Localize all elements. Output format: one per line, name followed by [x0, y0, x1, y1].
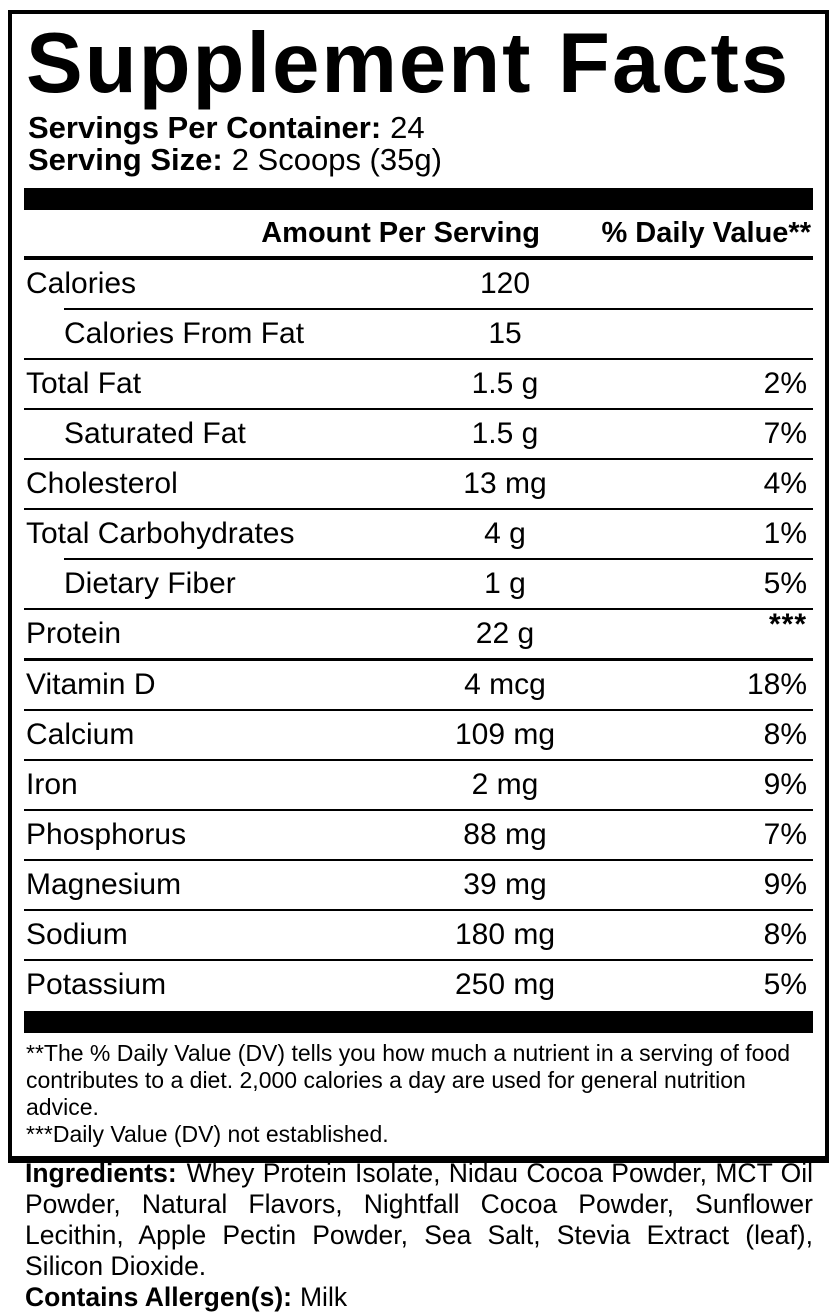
footnotes: **The % Daily Value (DV) tells you how m… [24, 1033, 813, 1156]
nutrient-row: Calories From Fat 15 [24, 310, 813, 358]
nutrient-daily-value: 9% [763, 868, 807, 901]
nutrient-row: Total Fat 1.5 g 2% [24, 360, 813, 408]
nutrient-row: Calcium 109 mg 8% [24, 711, 813, 759]
nutrient-amount: 88 mg [463, 818, 547, 851]
nutrient-name: Magnesium [26, 868, 182, 901]
serving-size-value: 2 Scoops (35g) [231, 142, 442, 177]
nutrient-name: Potassium [26, 968, 167, 1001]
ingredients-section: Ingredients: Whey Protein Isolate, Nidau … [25, 1158, 813, 1313]
nutrient-name: Protein [26, 617, 122, 650]
nutrient-name: Phosphorus [26, 818, 187, 851]
row-separator [24, 909, 813, 911]
daily-value-column-header: % Daily Value** [601, 216, 811, 249]
nutrient-amount: 4 mcg [464, 668, 546, 701]
nutrient-daily-value: 1% [763, 517, 807, 550]
nutrient-row: Protein 22 g *** [24, 608, 813, 658]
row-separator [24, 959, 813, 961]
nutrient-amount: 39 mg [463, 868, 547, 901]
row-separator [64, 558, 813, 560]
servings-per-container-label: Servings Per Container: [28, 110, 382, 145]
row-separator [24, 408, 813, 410]
nutrient-amount: 22 g [475, 617, 535, 650]
servings-per-container-value: 24 [390, 110, 425, 145]
nutrient-amount: 2 mg [471, 768, 539, 801]
nutrient-daily-value: 4% [763, 467, 807, 500]
nutrient-amount: 1.5 g [471, 417, 539, 450]
row-separator [64, 308, 813, 310]
daily-value-footnote: **The % Daily Value (DV) tells you how m… [26, 1040, 791, 1120]
nutrient-rows: Calories 120 Calories From Fat 15 Total … [24, 260, 813, 1009]
nutrient-row: Magnesium 39 mg 9% [24, 861, 813, 909]
nutrient-daily-value: 2% [763, 367, 807, 400]
nutrient-name: Calcium [26, 718, 135, 751]
row-separator [24, 458, 813, 460]
nutrient-name: Calories From Fat [64, 317, 305, 350]
nutrient-amount: 13 mg [463, 467, 547, 500]
nutrient-amount: 1 g [484, 567, 526, 600]
row-separator [24, 809, 813, 811]
nutrient-amount: 15 [488, 317, 522, 350]
row-separator [24, 759, 813, 761]
row-separator [24, 658, 813, 661]
table-column-header: Amount Per Serving % Daily Value** [24, 210, 813, 256]
nutrient-name: Cholesterol [26, 467, 178, 500]
nutrient-row: Potassium 250 mg 5% [24, 961, 813, 1009]
serving-size-line: Serving Size: 2 Scoops (35g) [28, 144, 813, 176]
ingredients-label: Ingredients: [25, 1158, 177, 1188]
nutrient-daily-value: 8% [763, 718, 807, 751]
nutrient-daily-value: 7% [763, 417, 807, 450]
nutrient-daily-value: 5% [763, 567, 807, 600]
allergen-label: Contains Allergen(s): [25, 1282, 292, 1312]
nutrient-name: Total Fat [26, 367, 142, 400]
nutrient-name: Iron [26, 768, 78, 801]
nutrient-amount: 4 g [484, 517, 526, 550]
ingredients-line: Ingredients: Whey Protein Isolate, Nidau … [25, 1158, 813, 1282]
nutrient-name: Sodium [26, 918, 128, 951]
nutrient-name: Saturated Fat [64, 417, 246, 450]
nutrient-amount: 1.5 g [471, 367, 539, 400]
row-separator [24, 508, 813, 510]
allergen-line: Contains Allergen(s): Milk [25, 1282, 813, 1313]
nutrient-row: Saturated Fat 1.5 g 7% [24, 410, 813, 458]
nutrient-daily-value: 9% [763, 768, 807, 801]
row-separator [24, 709, 813, 711]
nutrient-daily-value: 18% [746, 668, 807, 701]
ingredients-list: Whey Protein Isolate, Nidau Cocoa Powder… [25, 1158, 813, 1281]
nutrient-name: Dietary Fiber [64, 567, 236, 600]
nutrient-row: Vitamin D 4 mcg 18% [24, 661, 813, 709]
column-header-separator [24, 256, 813, 260]
row-separator [24, 859, 813, 861]
allergen-value: Milk [299, 1282, 348, 1312]
nutrient-daily-value: 5% [763, 968, 807, 1001]
serving-size-label: Serving Size: [28, 142, 223, 177]
panel-title: Supplement Facts [26, 16, 791, 111]
row-separator [24, 608, 813, 610]
nutrient-row: Sodium 180 mg 8% [24, 911, 813, 959]
nutrient-amount: 250 mg [454, 968, 556, 1001]
amount-column-header: Amount Per Serving [261, 216, 540, 249]
not-established-footnote: ***Daily Value (DV) not established. [26, 1121, 389, 1147]
nutrient-row: Calories 120 [24, 260, 813, 308]
nutrient-row: Phosphorus 88 mg 7% [24, 811, 813, 859]
nutrient-row: Cholesterol 13 mg 4% [24, 460, 813, 508]
nutrient-name: Calories [26, 267, 137, 300]
nutrient-name: Total Carbohydrates [26, 517, 295, 550]
footer-divider-bar [24, 1011, 813, 1033]
nutrient-row: Iron 2 mg 9% [24, 761, 813, 809]
header-divider-bar [24, 188, 813, 210]
nutrient-daily-value: 7% [763, 818, 807, 851]
nutrient-row: Total Carbohydrates 4 g 1% [24, 510, 813, 558]
nutrient-amount: 180 mg [454, 918, 556, 951]
nutrient-daily-value: 8% [763, 918, 807, 951]
nutrient-daily-value: *** [768, 608, 807, 641]
nutrient-amount: 109 mg [454, 718, 556, 751]
supplement-facts-panel: Supplement Facts Servings Per Container:… [8, 10, 829, 1163]
nutrient-name: Vitamin D [26, 668, 156, 701]
nutrient-amount: 120 [479, 267, 531, 300]
nutrient-row: Dietary Fiber 1 g 5% [24, 560, 813, 608]
servings-per-container-line: Servings Per Container: 24 [28, 112, 813, 144]
row-separator [24, 358, 813, 360]
